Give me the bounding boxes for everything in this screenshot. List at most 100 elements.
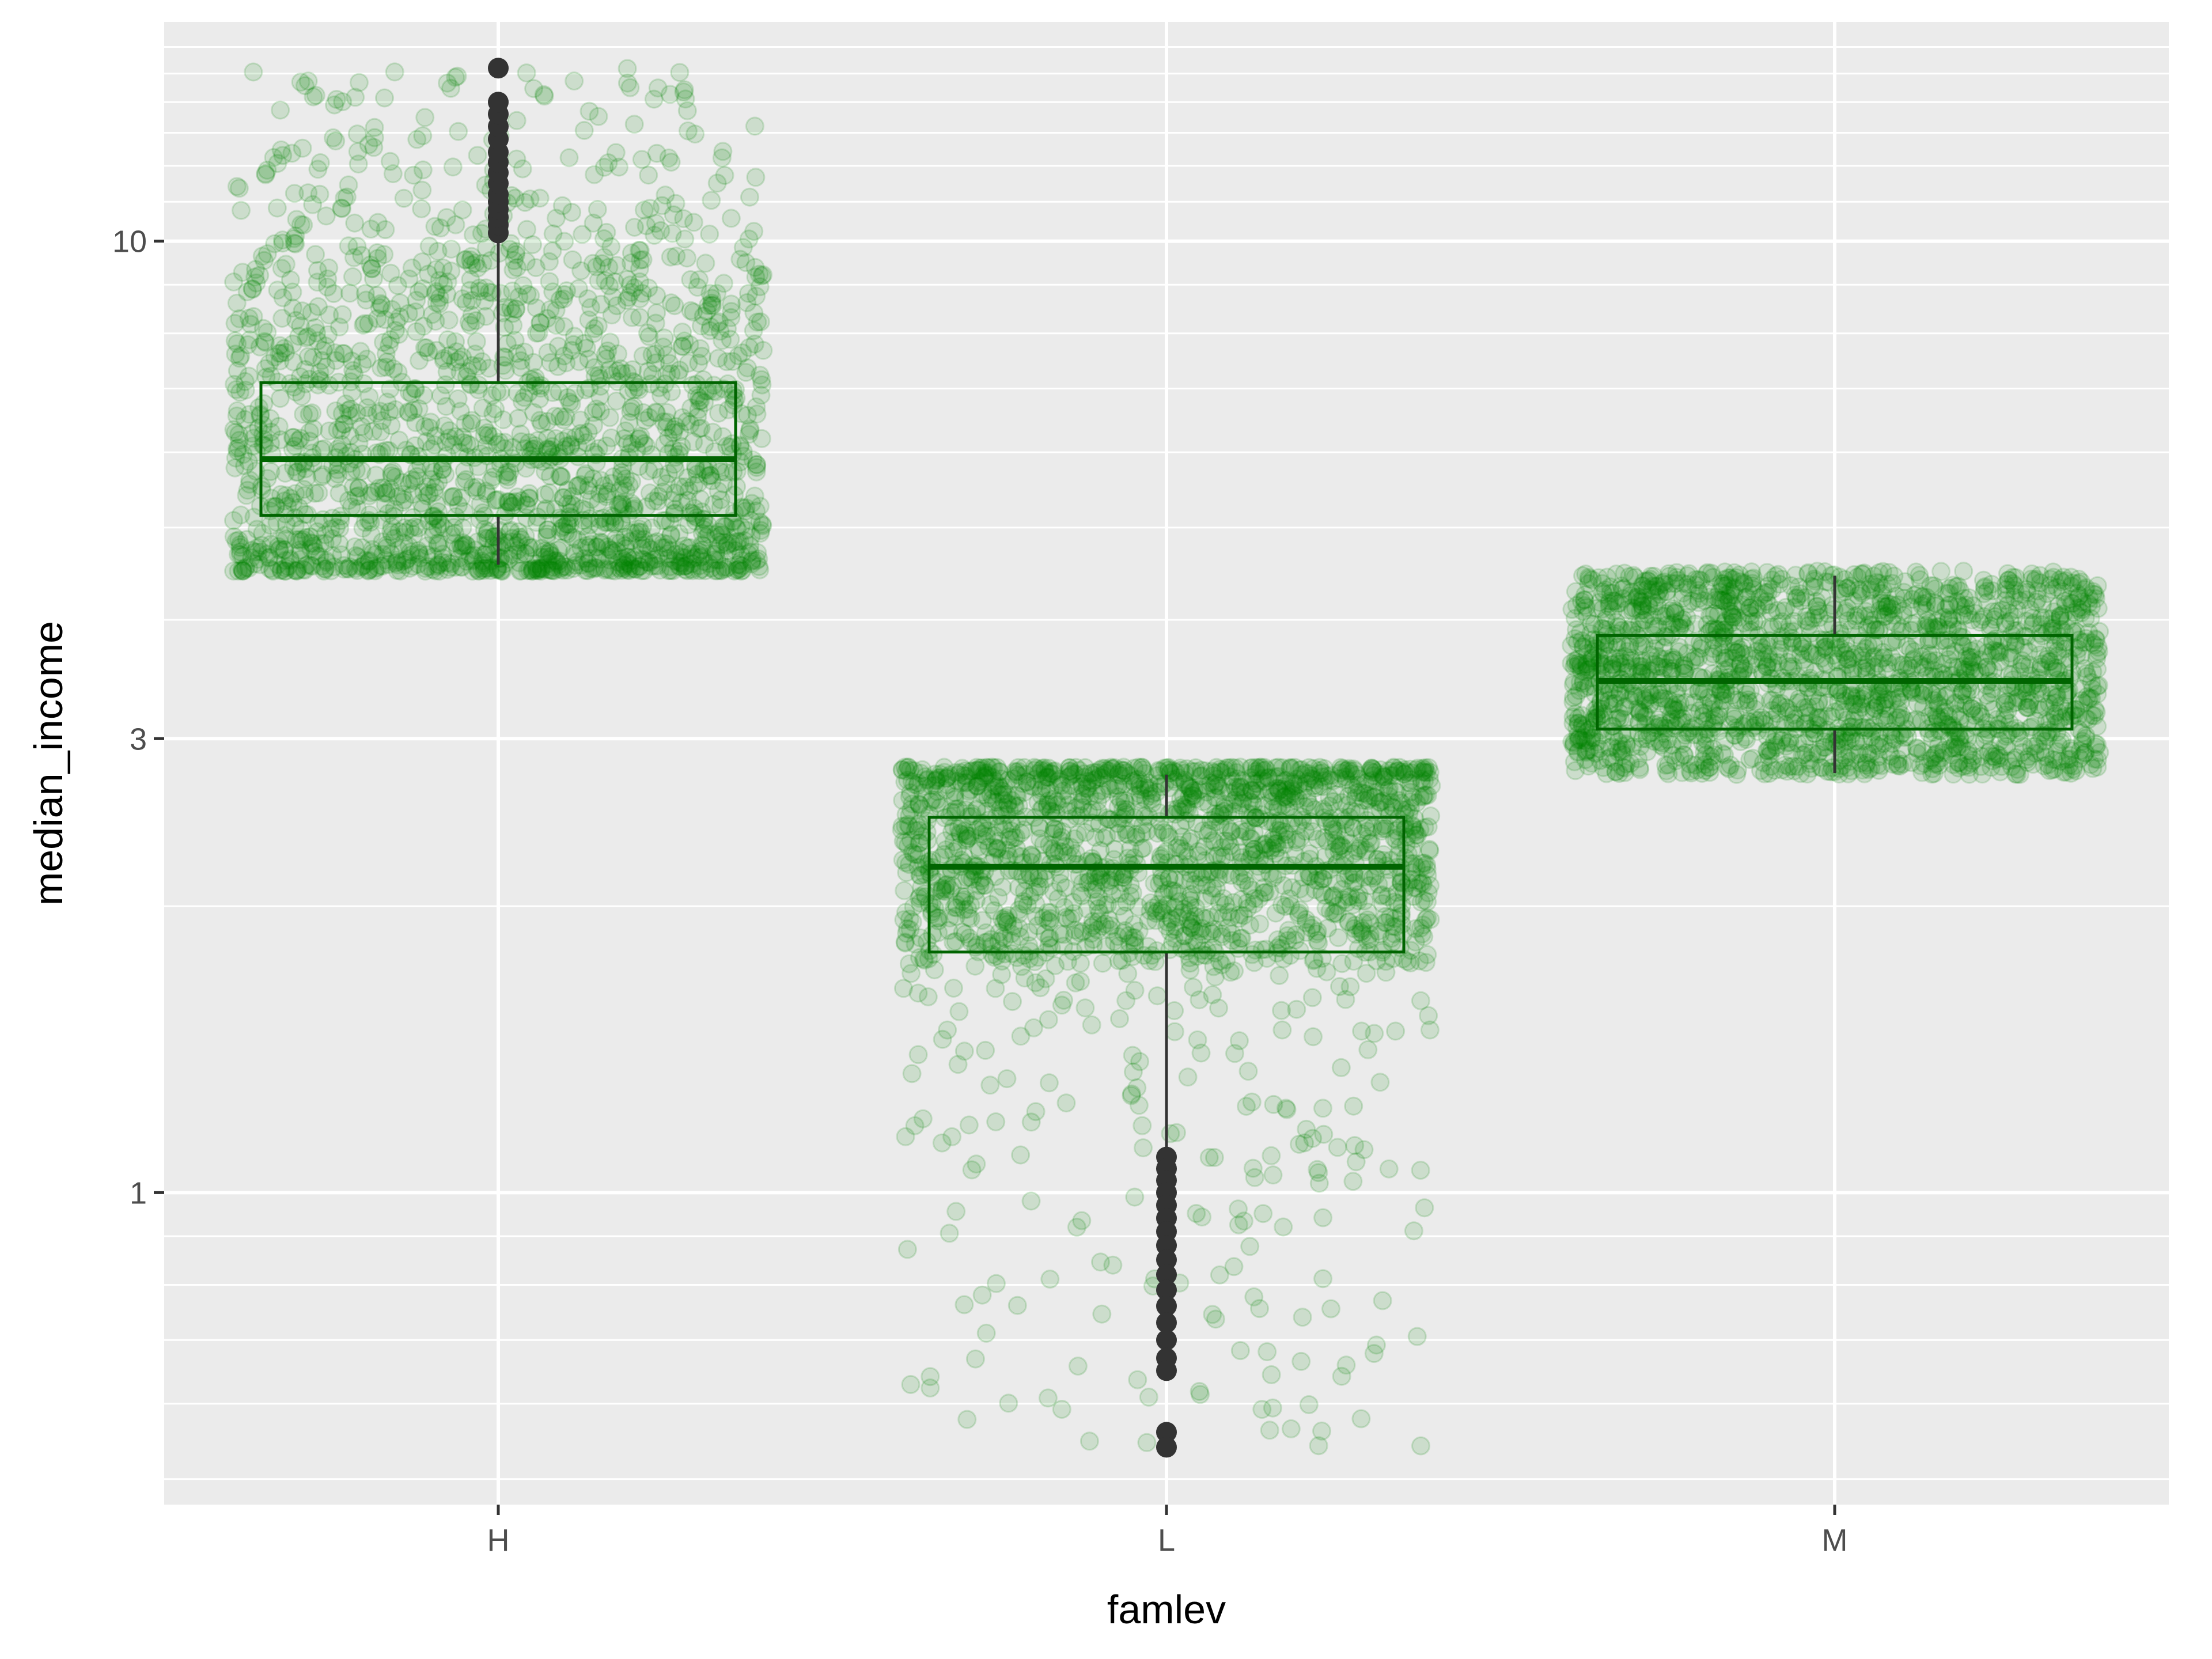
data-point [500,240,520,259]
data-point [1221,836,1240,855]
data-point [475,291,494,311]
data-point [333,344,353,363]
data-point [1092,1304,1112,1324]
data-point [546,316,566,335]
data-point [272,259,291,278]
data-point [253,425,272,444]
data-point [546,209,566,228]
data-point [293,301,312,321]
data-point [267,198,287,218]
data-point [559,148,579,168]
data-point [625,218,644,237]
data-point [752,514,772,534]
data-point [270,351,290,371]
data-point [503,316,523,335]
data-point [569,279,588,298]
data-point [682,559,702,579]
data-point [1304,951,1323,971]
data-point [563,335,583,354]
data-point [468,258,487,278]
data-point [255,435,274,455]
data-point [600,550,619,570]
data-point [573,225,592,244]
data-point [646,214,665,233]
data-point [1389,761,1408,781]
data-point [554,410,573,430]
data-point [702,289,722,308]
data-point [1229,1215,1248,1234]
data-point [236,559,255,578]
data-point [644,491,664,511]
data-point [732,497,752,517]
data-point [711,561,731,581]
data-point [256,165,275,184]
data-point [728,560,748,579]
data-point [507,383,527,403]
data-point [332,199,352,218]
data-point [476,528,495,548]
data-point [1407,1327,1427,1346]
data-point [285,560,305,580]
data-point [696,253,715,273]
data-point [454,461,474,481]
data-point [339,559,358,579]
data-point [1230,905,1249,925]
data-point [327,90,346,109]
data-point [925,960,944,980]
data-point [521,286,540,305]
data-point [622,308,642,327]
data-point [443,157,463,177]
data-point [709,532,728,552]
data-point [1361,866,1380,886]
data-point [270,336,290,355]
data-point [1051,873,1070,893]
data-point [998,771,1018,790]
data-point [590,510,609,529]
data-point [381,330,400,350]
data-point [472,559,491,578]
data-point [449,122,468,141]
data-point [630,308,649,327]
data-point [283,334,302,354]
data-point [335,414,354,434]
data-point [1373,1291,1392,1310]
data-point [718,319,737,338]
data-point [309,483,328,503]
data-point [395,555,415,574]
data-point [654,328,674,348]
data-point [1294,868,1313,887]
data-point [1104,931,1124,951]
data-point [304,419,323,439]
data-point [383,164,403,184]
data-point [266,497,285,516]
data-point [695,460,715,480]
data-point [329,317,349,337]
data-point [226,448,245,468]
data-point [305,318,325,338]
data-point [664,439,683,459]
data-point [930,768,950,787]
data-point [481,251,501,270]
data-point [541,353,560,372]
data-point [1040,835,1059,855]
data-point [1230,1341,1250,1361]
data-point [437,397,456,416]
data-point [1093,953,1112,973]
data-point [555,232,574,251]
data-point [716,463,735,482]
data-point [702,191,721,210]
data-point [1238,1062,1258,1081]
data-point [275,558,295,578]
data-point [1376,819,1396,838]
data-point [630,259,649,278]
data-point [1354,1140,1374,1160]
data-point [462,411,482,430]
data-point [319,325,338,344]
data-point [1339,887,1358,907]
data-point [692,346,711,366]
data-point [1006,828,1026,847]
data-point [463,225,483,245]
data-point [1075,823,1095,842]
data-point [507,111,527,130]
data-point [1145,952,1165,971]
